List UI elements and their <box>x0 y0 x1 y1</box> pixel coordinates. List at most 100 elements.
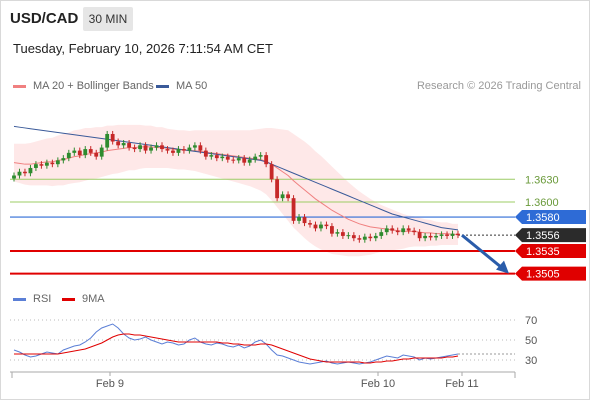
candle <box>368 236 373 239</box>
legend-ma50: MA 50 <box>156 80 207 92</box>
candle <box>203 150 208 157</box>
candle <box>149 147 153 151</box>
candle <box>220 156 225 159</box>
candle <box>395 230 400 233</box>
legend-rsi-ma: 9MA <box>62 293 105 305</box>
projection-arrow-shaft <box>461 234 504 270</box>
instrument-title: USD/CAD <box>10 10 79 27</box>
candle <box>291 198 296 221</box>
candle <box>275 179 280 199</box>
ma20-swatch <box>13 84 26 88</box>
candle <box>83 149 88 156</box>
level-tag-1.3580 <box>515 210 586 225</box>
candle <box>214 155 219 159</box>
candle <box>39 164 44 166</box>
candle <box>209 155 214 157</box>
legend-rsi-ma-label: 9MA <box>82 293 105 305</box>
candle <box>357 238 362 240</box>
ma50-line <box>13 125 459 231</box>
level-label-1.3505: 1.3505 <box>526 269 560 281</box>
timeframe-badge[interactable]: 30 MIN <box>83 7 133 31</box>
candle <box>390 228 395 231</box>
last-price-label: 1.3556 <box>526 230 560 242</box>
candle <box>346 235 351 237</box>
projection-arrow-head <box>496 260 509 274</box>
candle <box>192 145 197 148</box>
legend-rsi: RSI <box>13 293 51 305</box>
candle <box>225 156 230 160</box>
candle <box>428 235 433 238</box>
candle <box>384 228 389 233</box>
candle <box>330 226 334 234</box>
rsi-tick-30: 30 <box>525 355 537 367</box>
ma50-swatch <box>156 84 169 88</box>
candle <box>324 224 329 227</box>
candle <box>143 145 148 151</box>
level-label-1.3600: 1.3600 <box>525 197 559 209</box>
candle <box>379 232 384 236</box>
legend-ma50-label: MA 50 <box>176 80 208 92</box>
candle <box>308 223 312 225</box>
candle <box>23 171 27 174</box>
x-tick-label: Feb 9 <box>96 378 124 390</box>
level-tag-1.3535 <box>515 244 586 259</box>
candle <box>319 224 323 229</box>
candle <box>242 158 247 163</box>
candle <box>302 217 307 224</box>
candle <box>132 147 137 150</box>
candle <box>99 147 104 157</box>
candle <box>66 152 71 159</box>
candle <box>335 232 340 234</box>
candle <box>28 167 33 174</box>
candle <box>138 145 142 150</box>
candle <box>94 152 99 157</box>
candle <box>439 234 444 236</box>
legend-ma20-label: MA 20 + Bollinger Bands <box>33 80 154 92</box>
candle <box>231 159 236 161</box>
candle <box>456 233 460 236</box>
candle <box>55 160 60 165</box>
candle <box>362 236 367 240</box>
candle <box>280 194 285 199</box>
level-label-1.3580: 1.3580 <box>526 212 560 224</box>
candle <box>406 228 411 231</box>
candle <box>423 235 428 239</box>
rsi-swatch <box>13 297 26 301</box>
candle <box>72 150 77 153</box>
candle <box>445 234 449 236</box>
candle <box>269 164 274 180</box>
level-label-1.3535: 1.3535 <box>526 246 560 258</box>
candle <box>182 149 186 151</box>
rsi-tick-70: 70 <box>525 315 537 327</box>
candle <box>351 235 356 239</box>
candle <box>247 159 252 163</box>
candle <box>17 171 22 176</box>
candle <box>50 162 55 165</box>
rsi-ma-swatch <box>62 297 75 301</box>
candle <box>340 232 345 236</box>
candle <box>110 133 115 142</box>
candle <box>44 162 49 166</box>
candle <box>160 145 164 150</box>
legend-rsi-label: RSI <box>33 293 52 305</box>
candle <box>116 141 121 146</box>
x-tick-label: Feb 11 <box>445 378 478 390</box>
candle <box>417 232 422 239</box>
rsi-series-9MA <box>14 333 459 364</box>
candle <box>434 235 438 238</box>
candle <box>165 149 170 151</box>
candle <box>77 150 82 156</box>
candle <box>34 164 38 168</box>
candle <box>286 194 290 199</box>
candle <box>236 158 241 161</box>
x-tick-label: Feb 10 <box>361 378 395 390</box>
candle <box>127 143 132 148</box>
candle <box>373 235 378 239</box>
candle <box>105 133 110 148</box>
last-price-tag <box>515 228 586 243</box>
candle <box>253 156 258 160</box>
candle <box>264 155 269 165</box>
candle <box>412 230 417 233</box>
candle <box>198 145 203 151</box>
